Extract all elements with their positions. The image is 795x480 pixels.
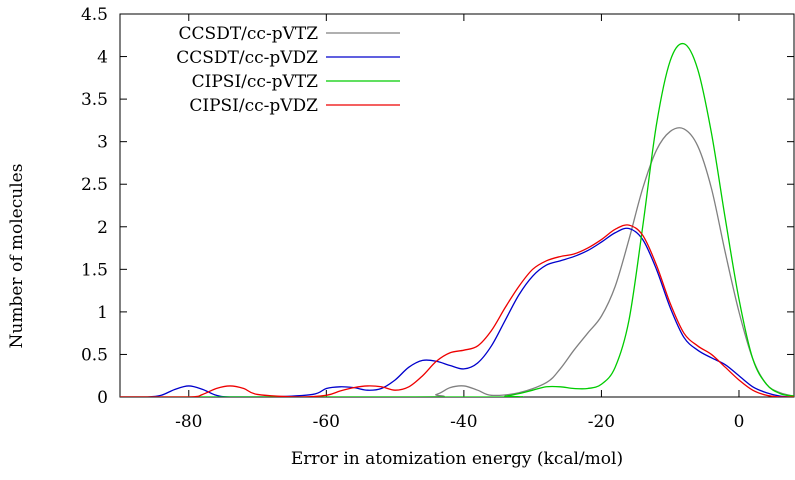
x-tick-label: -40 — [450, 412, 477, 432]
x-tick-label: -60 — [313, 412, 340, 432]
series-line-cipsi-cc-pvdz — [120, 224, 794, 397]
y-tick-label: 2.5 — [81, 175, 108, 195]
y-tick-label: 3.5 — [81, 90, 108, 110]
legend-label-ccsdt-cc-pvtz: CCSDT/cc-pVTZ — [179, 24, 319, 44]
ticks: 0 0.5 1 1.5 2 2.5 3 3.5 4 4.5 -80 -60 -40 -20 0 — [81, 5, 794, 432]
y-tick-label: 3 — [97, 133, 108, 153]
y-tick-label: 0.5 — [81, 345, 108, 365]
y-tick-label: 2 — [97, 218, 108, 238]
x-tick-label: 0 — [734, 412, 745, 432]
series-lines — [120, 42, 794, 397]
series-line-ccsdt-cc-pvdz — [120, 227, 794, 397]
legend: CCSDT/cc-pVTZ CCSDT/cc-pVDZ CIPSI/cc-pVTZ C… — [176, 24, 400, 116]
y-axis-label: Number of molecules — [7, 164, 27, 349]
x-tick-label: -20 — [588, 412, 615, 432]
x-tick-label: -80 — [175, 412, 202, 432]
series-line-cipsi-cc-pvtz — [120, 42, 794, 397]
x-axis-label: Error in atomization energy (kcal/mol) — [291, 449, 623, 469]
legend-label-cipsi-cc-pvdz: CIPSI/cc-pVDZ — [189, 96, 318, 116]
y-tick-label: 4.5 — [81, 5, 108, 25]
y-tick-label: 4 — [97, 48, 108, 68]
series-line-ccsdt-cc-pvtz — [120, 127, 794, 397]
y-tick-label: 1 — [97, 303, 108, 323]
legend-label-ccsdt-cc-pvdz: CCSDT/cc-pVDZ — [176, 48, 318, 68]
y-tick-label: 1.5 — [81, 260, 108, 280]
legend-label-cipsi-cc-pvtz: CIPSI/cc-pVTZ — [192, 72, 319, 92]
y-tick-label: 0 — [97, 388, 108, 408]
